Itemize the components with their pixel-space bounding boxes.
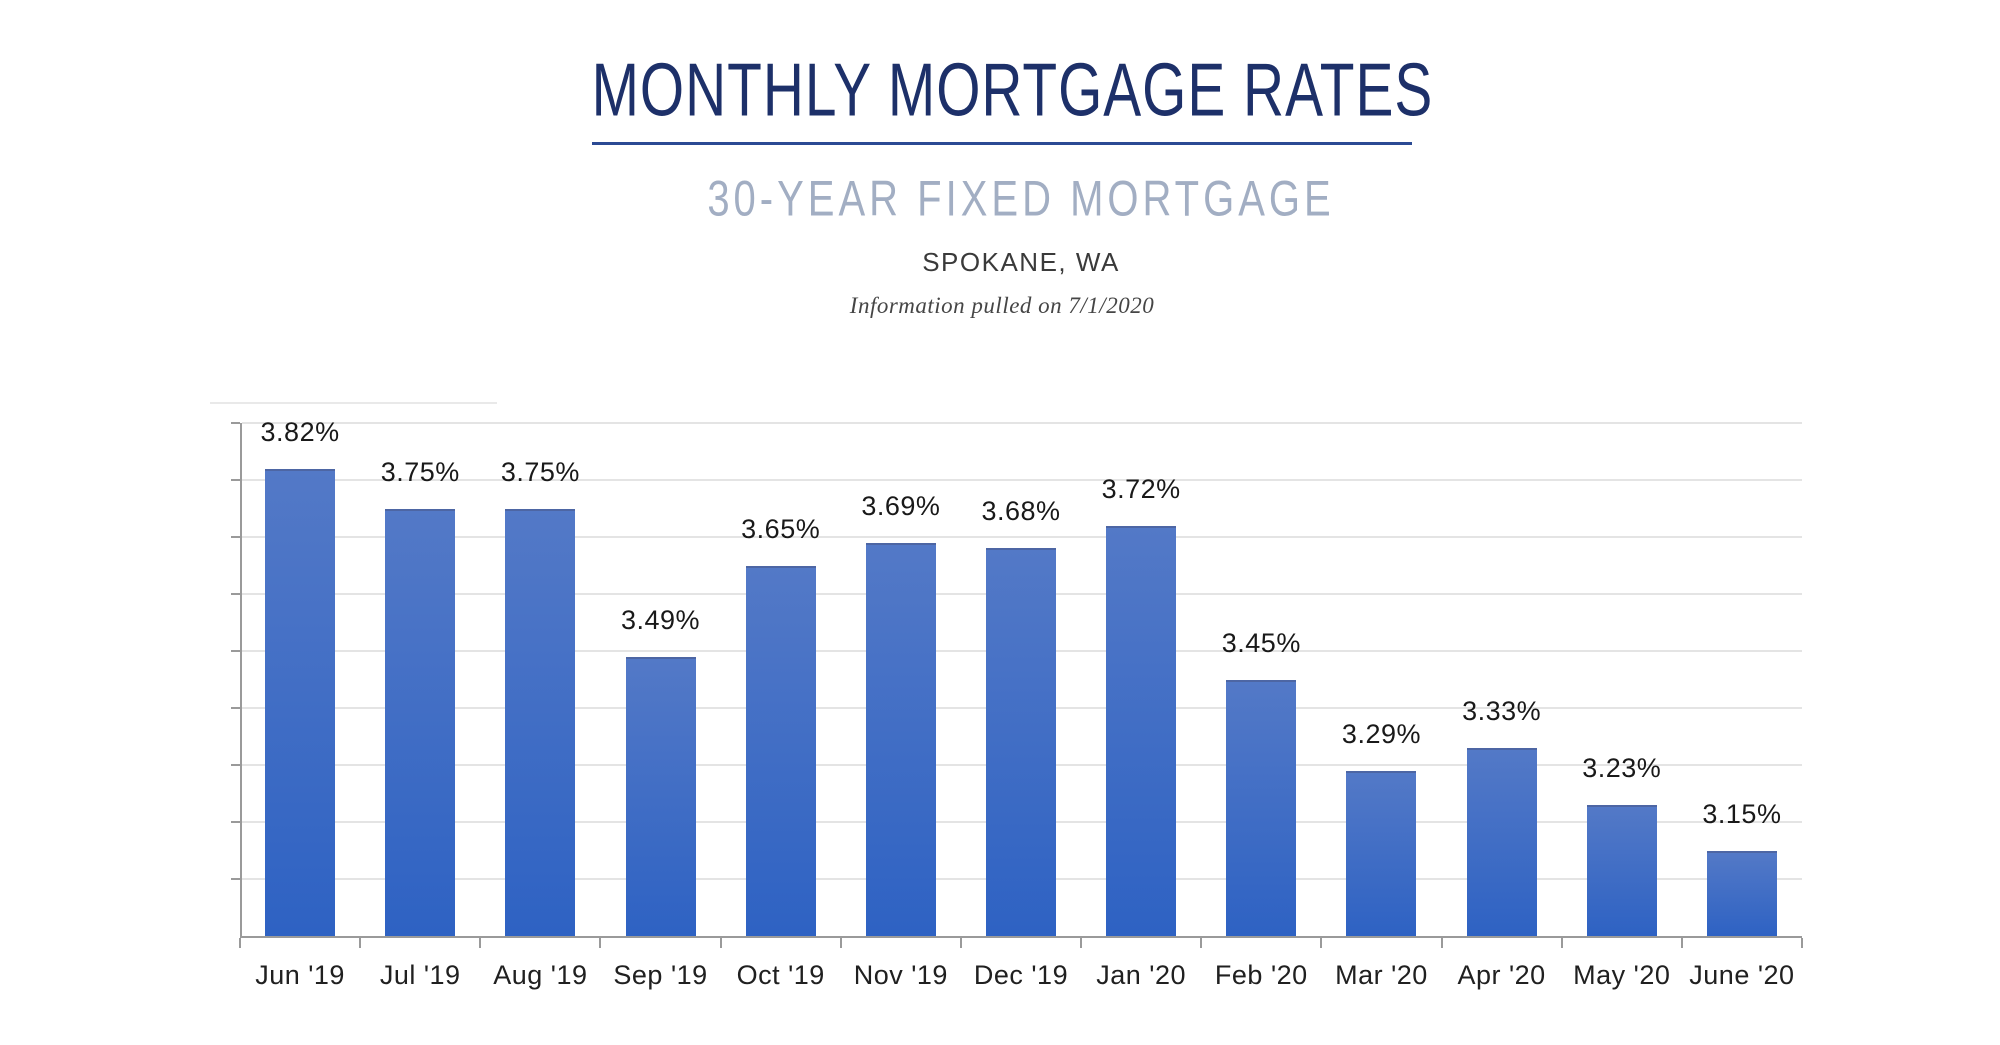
x-axis-label: May '20: [1573, 960, 1671, 990]
bar-value-label: 3.82%: [260, 416, 340, 447]
page-subtitle: 30-YEAR FIXED MORTGAGE: [707, 171, 1335, 227]
x-axis-tick: [479, 938, 482, 948]
bar-value-label: 3.68%: [981, 496, 1061, 527]
page-title: MONTHLY MORTGAGE RATES: [591, 47, 1434, 133]
x-axis-label: Feb '20: [1214, 960, 1308, 990]
x-axis-label: Dec '19: [973, 960, 1069, 990]
x-axis-tick: [1560, 938, 1563, 948]
x-axis-label: Apr '20: [1457, 960, 1546, 990]
x-axis-label: Sep '19: [613, 960, 708, 990]
y-axis-tick: [231, 479, 240, 481]
y-axis-tick: [231, 878, 240, 880]
x-axis-line: [240, 936, 1802, 938]
x-axis-tick: [1200, 938, 1203, 948]
info-note: Information pulled on 7/1/2020: [849, 293, 1155, 318]
y-axis-tick: [231, 593, 240, 595]
x-axis-tick: [839, 938, 842, 948]
gridline: [242, 422, 1802, 424]
bar-value-label: 3.75%: [380, 456, 460, 487]
y-axis-tick: [231, 821, 240, 823]
y-axis-tick: [231, 536, 240, 538]
x-axis-label: Jan '20: [1096, 960, 1186, 990]
x-axis-tick: [1320, 938, 1323, 948]
x-axis-tick: [719, 938, 722, 948]
bar-value-label: 3.49%: [621, 604, 701, 635]
bar-value-label: 3.72%: [1101, 473, 1181, 504]
chart-bar: [1106, 525, 1177, 936]
x-axis-label: Nov '19: [853, 960, 948, 990]
location-label: SPOKANE, WA: [922, 247, 1120, 277]
gridline: [242, 479, 1802, 481]
bar-value-label: 3.15%: [1702, 798, 1782, 829]
chart-bar: [265, 468, 336, 936]
x-axis-tick: [1080, 938, 1083, 948]
chart-bar: [385, 508, 456, 936]
x-axis-tick: [359, 938, 362, 948]
x-axis-tick: [239, 938, 241, 948]
x-axis-label: Aug '19: [493, 960, 588, 990]
y-axis-tick: [231, 707, 240, 709]
chart-bar: [1346, 770, 1417, 936]
chart-bar: [1586, 804, 1657, 936]
x-axis-label: Jul '19: [379, 960, 461, 990]
plot-artifact-line: [210, 402, 497, 404]
chart-bar: [625, 656, 696, 936]
chart-bar: [1226, 679, 1297, 936]
chart-bar: [865, 542, 936, 936]
x-axis-tick: [1680, 938, 1683, 948]
bar-value-label: 3.29%: [1341, 718, 1421, 749]
bar-value-label: 3.65%: [741, 513, 821, 544]
y-axis-tick: [231, 422, 240, 424]
bar-value-label: 3.69%: [861, 490, 941, 521]
bar-value-label: 3.33%: [1462, 695, 1542, 726]
y-axis-line: [240, 423, 242, 938]
chart-bar: [986, 548, 1056, 936]
x-axis-tick: [1801, 938, 1803, 948]
x-axis-label: Jun '19: [255, 960, 345, 990]
x-axis-label: Oct '19: [736, 960, 825, 990]
chart-bar: [505, 508, 576, 936]
y-axis-tick: [231, 650, 240, 652]
x-axis-tick: [959, 938, 962, 948]
title-underline: [592, 142, 1412, 145]
y-axis-tick: [231, 764, 240, 766]
bar-value-label: 3.45%: [1221, 627, 1301, 658]
x-axis-tick: [599, 938, 602, 948]
x-axis-label: June '20: [1689, 960, 1795, 990]
chart-bar: [745, 565, 816, 936]
chart-bar: [1706, 850, 1777, 936]
bar-value-label: 3.75%: [500, 456, 580, 487]
gridline: [242, 536, 1802, 538]
x-axis-tick: [1440, 938, 1443, 948]
chart-bar: [1466, 747, 1537, 936]
x-axis-label: Mar '20: [1335, 960, 1428, 990]
bar-value-label: 3.23%: [1582, 752, 1662, 783]
